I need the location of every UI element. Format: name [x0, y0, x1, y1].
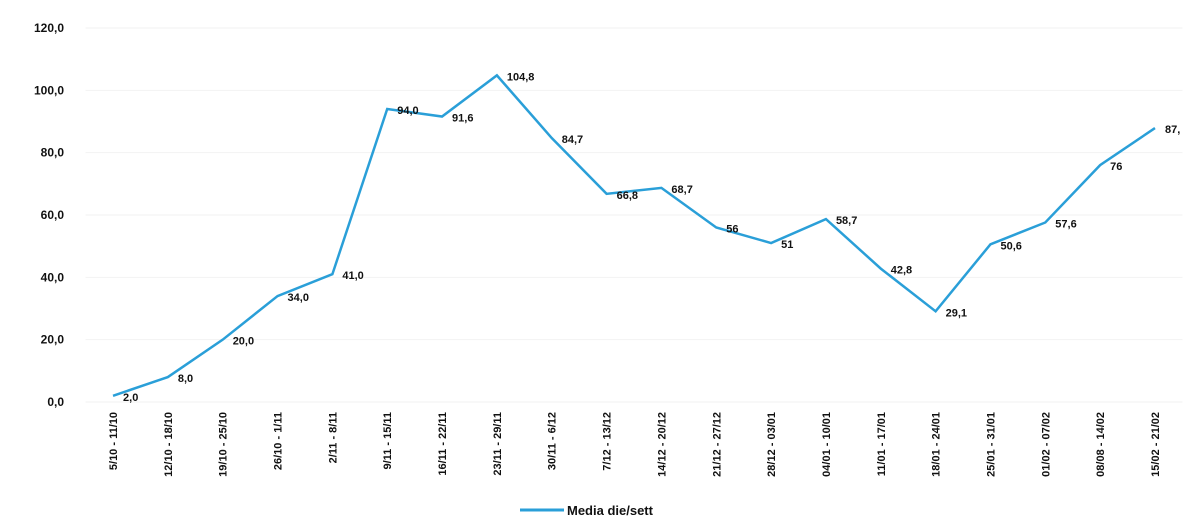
data-label: 29,1 — [946, 307, 967, 319]
y-tick-label: 120,0 — [34, 21, 64, 35]
data-label: 20,0 — [233, 336, 254, 348]
data-label: 84,7 — [562, 134, 583, 146]
x-tick-label: 23/11 - 29/11 — [492, 412, 504, 476]
x-tick-label: 26/10 - 1/11 — [273, 412, 285, 470]
x-tick-label: 12/10 - 18/10 — [163, 412, 175, 477]
y-tick-label: 40,0 — [41, 270, 65, 284]
x-tick-label: 9/11 - 15/11 — [382, 412, 394, 470]
data-label: 91,6 — [452, 113, 473, 125]
x-tick-label: 04/01 - 10/01 — [821, 412, 833, 477]
y-tick-label: 0,0 — [47, 395, 64, 409]
x-tick-label: 08/08 - 14/02 — [1095, 412, 1107, 477]
x-tick-label: 01/02 - 07/02 — [1040, 412, 1052, 477]
data-label: 57,6 — [1055, 218, 1076, 230]
x-tick-label: 5/10 - 11/10 — [108, 412, 120, 470]
x-tick-label: 19/10 - 25/10 — [218, 412, 230, 477]
x-tick-label: 2/11 - 8/11 — [327, 412, 339, 463]
data-label: 42,8 — [891, 265, 912, 277]
data-label: 104,8 — [507, 71, 535, 83]
data-label: 51 — [781, 239, 793, 251]
x-tick-label: 25/01 - 31/01 — [985, 412, 997, 477]
data-label: 50,6 — [1000, 240, 1021, 252]
data-label: 2,0 — [123, 392, 138, 404]
data-label: 94,0 — [397, 105, 418, 117]
data-label: 56 — [726, 223, 738, 235]
x-tick-label: 21/12 - 27/12 — [711, 412, 723, 477]
data-label: 68,7 — [671, 184, 692, 196]
data-label: 34,0 — [288, 292, 309, 304]
x-tick-label: 15/02 - 21/02 — [1150, 412, 1162, 477]
data-label: 8,0 — [178, 373, 193, 385]
y-tick-label: 100,0 — [34, 83, 64, 97]
x-tick-label: 7/12 - 13/12 — [602, 412, 614, 471]
x-tick-label: 30/11 - 6/12 — [547, 412, 559, 470]
data-label: 41,0 — [342, 270, 363, 282]
data-label: 87, — [1165, 124, 1180, 136]
y-tick-label: 60,0 — [41, 208, 65, 222]
data-line — [112, 73, 1156, 397]
data-label: 58,7 — [836, 215, 857, 227]
x-tick-label: 16/11 - 22/11 — [437, 412, 449, 476]
y-tick-label: 20,0 — [41, 333, 65, 347]
data-label: 66,8 — [617, 190, 638, 202]
data-label: 76 — [1110, 161, 1122, 173]
x-tick-label: 11/01 - 17/01 — [876, 412, 888, 476]
legend-label: Media die/sett — [567, 503, 654, 518]
y-tick-label: 80,0 — [41, 146, 65, 160]
x-tick-label: 14/12 - 20/12 — [656, 412, 668, 477]
x-tick-label: 28/12 - 03/01 — [766, 412, 778, 477]
x-tick-label: 18/01 - 24/01 — [931, 412, 943, 477]
